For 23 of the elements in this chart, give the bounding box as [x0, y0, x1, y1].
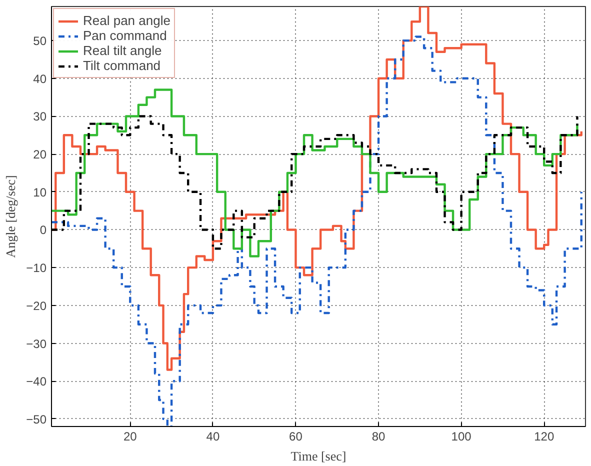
y-tick-label: 30 [33, 110, 47, 124]
legend-label: Pan command [83, 28, 167, 43]
y-axis-title: Angle [deg/sec] [3, 175, 18, 258]
y-tick-label: −10 [26, 261, 47, 276]
x-tick-label: 20 [123, 430, 138, 444]
x-tick-label: 100 [451, 430, 472, 444]
legend-label: Real pan angle [83, 13, 170, 28]
y-tick-label: −50 [26, 412, 47, 426]
y-tick-label: −30 [26, 336, 47, 351]
x-axis-title: Time [sec] [290, 448, 346, 464]
x-tick-label: 40 [206, 430, 220, 444]
legend-label: Real tilt angle [83, 43, 162, 58]
y-tick-label: 0 [40, 223, 47, 238]
y-tick-label: 10 [33, 185, 47, 200]
x-tick-label: 60 [289, 430, 303, 444]
y-tick-label: −40 [26, 374, 47, 389]
x-tick-label: 120 [534, 430, 554, 444]
y-tick-label: −20 [26, 298, 47, 313]
y-tick-label: 20 [33, 148, 47, 162]
legend-label: Tilt command [83, 58, 161, 73]
x-tick-label: 80 [372, 430, 386, 444]
y-tick-label: 40 [33, 72, 47, 86]
y-tick-label: 50 [33, 34, 47, 48]
